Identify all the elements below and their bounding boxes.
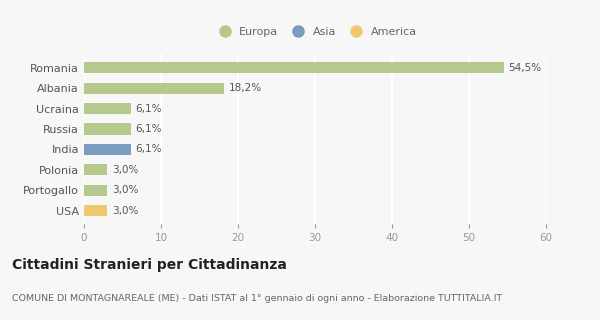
Text: Cittadini Stranieri per Cittadinanza: Cittadini Stranieri per Cittadinanza (12, 258, 287, 272)
Text: 3,0%: 3,0% (112, 185, 138, 195)
Bar (84, 144, 131, 155)
Text: 18,2%: 18,2% (229, 83, 262, 93)
Legend: Europa, Asia, America: Europa, Asia, America (209, 23, 421, 42)
Text: 6,1%: 6,1% (136, 124, 162, 134)
Bar (84, 103, 131, 114)
Bar (84, 205, 107, 216)
Text: COMUNE DI MONTAGNAREALE (ME) - Dati ISTAT al 1° gennaio di ogni anno - Elaborazi: COMUNE DI MONTAGNAREALE (ME) - Dati ISTA… (12, 294, 502, 303)
Text: 3,0%: 3,0% (112, 165, 138, 175)
Bar (84, 124, 131, 135)
Bar (84, 83, 224, 94)
Bar (84, 164, 107, 175)
Bar (84, 62, 503, 73)
Text: 54,5%: 54,5% (508, 63, 541, 73)
Text: 6,1%: 6,1% (136, 104, 162, 114)
Text: 3,0%: 3,0% (112, 206, 138, 216)
Bar (84, 185, 107, 196)
Text: 6,1%: 6,1% (136, 144, 162, 155)
